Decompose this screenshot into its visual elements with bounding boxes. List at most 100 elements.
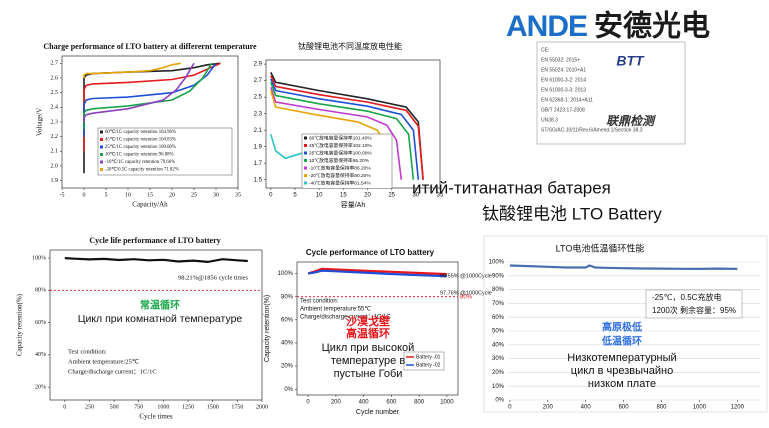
y-axis-label: Voltage/V xyxy=(36,108,44,136)
legend-swatch xyxy=(100,168,103,171)
x-tick-label: 30 xyxy=(213,192,219,198)
legend-swatch xyxy=(304,151,307,155)
cert-text: UN38.3 xyxy=(541,117,558,123)
y-tick-label: 100% xyxy=(278,271,294,277)
x-tick-label: 15 xyxy=(340,193,347,199)
legend-swatch xyxy=(304,181,307,185)
legend-swatch xyxy=(304,174,307,177)
y-tick-label: 100% xyxy=(489,260,505,266)
cert-text: EN 62368-1: 2014+A11 xyxy=(541,97,593,103)
data-line xyxy=(83,62,195,122)
y-tick-label: 2.7 xyxy=(51,61,59,67)
annotation: Charge/discharge current：1C/1C xyxy=(68,368,157,375)
y-tick-label: 2.6 xyxy=(51,75,59,81)
chart-title: Cycle life performance of LTO battery xyxy=(89,236,220,245)
annotation-box xyxy=(645,289,743,319)
y-axis-label: Capacity retention(%) xyxy=(264,295,271,362)
annotation: Test condition: xyxy=(300,299,339,305)
data-line xyxy=(270,87,403,180)
annotation: 低温循环 xyxy=(601,335,642,348)
annotation: пустыне Гоби xyxy=(334,368,403,380)
x-tick-label: 600 xyxy=(619,405,630,411)
y-tick-label: 2.1 xyxy=(254,128,263,134)
x-tick-label: 20 xyxy=(364,193,371,199)
chart-frame xyxy=(483,235,768,413)
y-tick-label: 2.3 xyxy=(254,111,263,117)
x-tick-label: 5 xyxy=(293,193,297,199)
annotation: Charge/discharge current：1C/1C xyxy=(300,315,391,321)
x-tick-label: 1250 xyxy=(182,404,194,410)
x-tick-label: 1000 xyxy=(440,400,454,406)
y-tick-label: 40% xyxy=(281,341,294,347)
data-line xyxy=(270,78,420,180)
y-tick-label: 40% xyxy=(492,342,505,348)
cert-text: GB/T 2423.17-2008 xyxy=(541,107,585,113)
annotation: Низкотемпературный xyxy=(567,352,676,364)
y-tick-label: 60% xyxy=(492,315,505,321)
y-tick-label: 80% xyxy=(35,288,46,294)
x-tick-label: 400 xyxy=(359,400,370,406)
legend-label: 10℃放电容量保持率95.20% xyxy=(309,157,370,164)
y-tick-label: 2.2 xyxy=(51,134,59,140)
x-tick-label: 20 xyxy=(169,192,175,198)
x-tick-label: 250 xyxy=(85,404,94,410)
cert-mark: 联鼎检测 xyxy=(606,114,656,128)
x-tick-label: 600 xyxy=(386,400,397,406)
annotation: 高原极低 xyxy=(602,321,642,334)
legend-label: -40℃放电容量保持率61.54% xyxy=(309,179,371,186)
y-tick-label: 2.0 xyxy=(51,163,59,169)
data-line xyxy=(270,75,424,180)
x-tick-label: 35 xyxy=(437,193,444,199)
cert-text: ST/SG/AC.10/11/Rev.6/Amend.1/Section 38.… xyxy=(541,127,643,133)
x-tick-label: 30 xyxy=(412,193,419,199)
chart-title: 钛酸锂电池不同温度放电性能 xyxy=(298,41,402,51)
legend-label: 25℃/1C capacity retention 100.00% xyxy=(105,144,176,150)
x-tick-label: 0 xyxy=(306,400,310,406)
legend-label: -20℃放电容量保持率80.20% xyxy=(309,172,371,179)
annotation: температуре в xyxy=(331,355,405,367)
legend-label: 45℃/1C capacity retention 104.83% xyxy=(105,137,176,143)
y-tick-label: 1.9 xyxy=(254,144,263,150)
y-tick-label: 50% xyxy=(492,329,505,335)
x-tick-label: 35 xyxy=(235,192,241,198)
x-tick-label: 25 xyxy=(191,192,197,198)
legend-label: 25℃放电容量保持率100.00% xyxy=(309,149,372,156)
annotation: низком плате xyxy=(588,378,656,390)
x-tick-label: 500 xyxy=(110,404,119,410)
cert-text: EN 61000-3-2: 2014 xyxy=(541,77,586,83)
legend-swatch xyxy=(100,145,103,149)
y-tick-label: 2.5 xyxy=(254,95,263,101)
y-tick-label: 2.7 xyxy=(254,78,263,84)
plot-frame xyxy=(296,261,459,396)
annotation: 97.76% @1000Cycle xyxy=(440,290,492,296)
annotation: Test condition: xyxy=(68,348,107,355)
y-tick-label: 40% xyxy=(35,352,46,358)
x-tick-label: -5 xyxy=(60,192,65,198)
x-tick-label: 10 xyxy=(125,192,131,198)
x-tick-label: 750 xyxy=(134,404,143,410)
x-tick-label: 1000 xyxy=(157,404,169,410)
y-tick-label: 20% xyxy=(281,364,294,370)
x-tick-label: 200 xyxy=(331,400,342,406)
annotation: Цикл при высокой xyxy=(322,342,415,354)
data-line xyxy=(270,72,424,180)
annotation: 高温循环 xyxy=(346,326,390,340)
legend-swatch xyxy=(100,153,103,156)
y-tick-label: 70% xyxy=(492,301,505,307)
x-tick-label: 0 xyxy=(83,192,86,198)
legend-label: -10℃放电容量保持率86.20% xyxy=(309,164,371,171)
annotation: цикл в чрезвычайно xyxy=(571,365,673,377)
plot-frame xyxy=(61,55,239,189)
annotation: 98.21%@1856 cycle times xyxy=(178,274,249,281)
legend-box xyxy=(97,127,233,176)
y-axis-label: Capacity retention(%) xyxy=(16,293,24,356)
caption: итий-титанатная батарея xyxy=(412,178,611,197)
chart-title: Cycle performance of LTO battery xyxy=(306,248,435,257)
certificate xyxy=(536,41,686,145)
legend-swatch xyxy=(304,166,307,170)
legend-swatch xyxy=(304,144,307,147)
y-tick-label: 60% xyxy=(35,320,46,326)
y-tick-label: 90% xyxy=(492,273,505,279)
x-tick-label: 1000 xyxy=(693,405,707,411)
